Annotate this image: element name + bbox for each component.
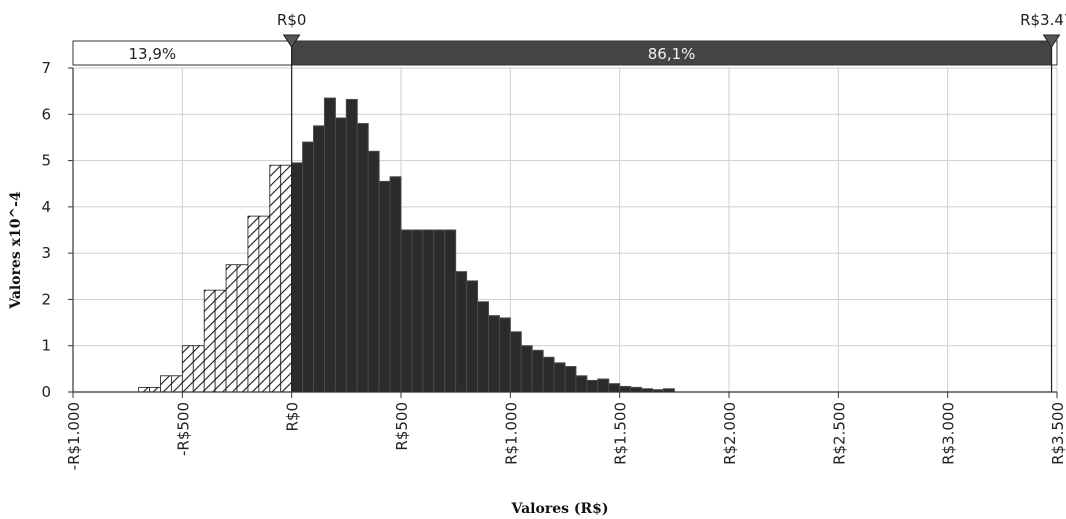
- x-tick-label: -R$1.000: [65, 402, 83, 470]
- range-markers: R$0 R$3.475: [277, 11, 1066, 392]
- histogram-bar: [444, 229, 457, 393]
- histogram-bar: [138, 386, 150, 393]
- marker-handle: [1042, 34, 1061, 48]
- x-tick-label: R$2.500: [830, 402, 848, 465]
- percentile-bands: 13,9% 86,1%: [72, 40, 1058, 66]
- histogram-bar: [367, 150, 380, 393]
- histogram-bar: [269, 164, 282, 393]
- histogram-bar: [225, 264, 238, 393]
- y-tick-label: 6: [41, 105, 51, 123]
- histogram-bar: [400, 229, 413, 393]
- histogram-bar: [291, 162, 304, 393]
- histogram-bar: [149, 386, 161, 393]
- marker-label: R$0: [277, 11, 307, 29]
- histogram-bar: [509, 331, 522, 393]
- histogram-bar: [247, 215, 260, 393]
- histogram-bar: [575, 375, 588, 393]
- histogram-bar: [323, 97, 336, 393]
- histogram-bar: [313, 125, 325, 393]
- y-axis-title: Valores x10^-4: [8, 191, 24, 310]
- histogram-bar: [455, 271, 468, 393]
- histogram-bar: [378, 180, 391, 393]
- histogram-bar: [356, 123, 369, 393]
- band-frame: [72, 40, 1058, 66]
- histogram-bar: [466, 280, 479, 393]
- band-label: 13,9%: [129, 45, 177, 63]
- histogram-bar: [236, 264, 249, 393]
- histogram-bar: [477, 301, 489, 393]
- x-tick-label: R$3.500: [1049, 402, 1066, 465]
- histogram-bar: [433, 229, 446, 393]
- x-tick-label: R$1.500: [612, 402, 630, 465]
- histogram-bar: [334, 117, 347, 393]
- y-tick-label: 0: [41, 383, 51, 401]
- histogram-bar: [203, 289, 216, 393]
- histogram-bar: [302, 141, 315, 393]
- marker-label: R$3.475: [1020, 11, 1066, 29]
- histogram-bar: [630, 386, 643, 393]
- histogram-bar: [553, 362, 566, 393]
- histogram-bar: [487, 315, 500, 393]
- histogram-bar: [422, 229, 435, 393]
- x-tick-label: R$2.000: [721, 402, 739, 465]
- histogram-bar: [181, 345, 194, 393]
- histogram-bar: [542, 356, 555, 393]
- histogram-bar: [280, 164, 293, 393]
- x-tick-label: R$500: [393, 402, 411, 451]
- histogram-bar: [597, 378, 610, 393]
- marker-handle: [282, 34, 301, 48]
- histogram-bars: [138, 97, 675, 393]
- histogram-bar: [345, 98, 358, 393]
- histogram-bar: [160, 375, 172, 393]
- y-tick-label: 7: [41, 59, 51, 77]
- histogram-bar: [531, 349, 544, 393]
- histogram-bar: [192, 345, 205, 393]
- y-tick-label: 1: [41, 337, 51, 355]
- x-tick-label: R$1.000: [502, 402, 520, 465]
- x-axis-title: Valores (R$): [511, 501, 609, 517]
- histogram-bar: [258, 215, 271, 393]
- histogram-bar: [389, 176, 402, 393]
- histogram-bar: [411, 229, 424, 393]
- y-tick-label: 4: [41, 198, 51, 216]
- y-tick-label: 3: [41, 244, 51, 262]
- histogram-bar: [170, 375, 183, 393]
- y-tick-label: 5: [41, 152, 51, 170]
- band-light: [72, 40, 293, 66]
- x-tick-label: -R$500: [174, 402, 192, 456]
- x-tick-label: R$0: [284, 402, 302, 432]
- histogram-bar: [586, 379, 599, 393]
- histogram-bar: [520, 345, 533, 393]
- y-tick-label: 2: [41, 290, 51, 308]
- histogram-bar: [214, 289, 227, 393]
- histogram-bar: [608, 383, 621, 393]
- histogram-bar: [619, 385, 632, 393]
- histogram-bar: [564, 366, 577, 393]
- band-label: 86,1%: [648, 45, 696, 63]
- histogram-bar: [498, 317, 511, 393]
- x-tick-label: R$3.000: [940, 402, 958, 465]
- axes: 0 1 2 3 4 5 6 7 -R$1.000 -R$500 R$0 R$500 R$1.000 R$1…: [41, 59, 1066, 470]
